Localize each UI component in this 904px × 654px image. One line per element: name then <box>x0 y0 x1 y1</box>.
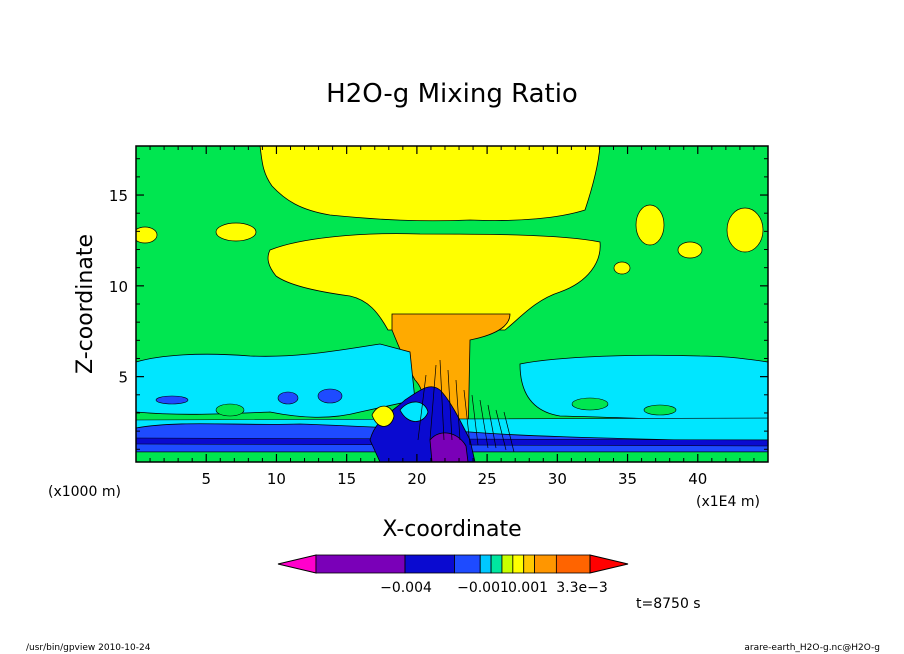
colorbar-high-arrow <box>589 554 629 574</box>
colorbar-segment <box>523 554 536 574</box>
x-axis-label: X-coordinate <box>382 517 521 542</box>
colorbar-tick-label: 0.001 <box>508 580 548 596</box>
convective-yellow <box>371 405 395 427</box>
yellow-blob <box>726 207 764 253</box>
anvil-region <box>267 233 601 331</box>
blue-spot <box>317 388 343 404</box>
green-pocket <box>215 403 245 417</box>
yellow-blob <box>613 261 631 275</box>
x-tick-label: 35 <box>618 470 637 488</box>
y-axis: 5 10 15 <box>109 158 768 450</box>
plot-area <box>136 146 768 462</box>
footer-left: /usr/bin/gpview 2010-10-24 <box>26 643 151 653</box>
colorbar-segment <box>315 554 406 574</box>
y-axis-label: Z-coordinate <box>73 234 98 374</box>
convective-streaks <box>417 359 515 453</box>
colorbar-segment <box>555 554 591 574</box>
x-tick-label: 25 <box>478 470 497 488</box>
y-tick-label: 5 <box>118 369 128 387</box>
colorbar-segment <box>534 554 557 574</box>
x-tick-label: 10 <box>267 470 286 488</box>
cyan-band-left <box>136 343 416 418</box>
colorbar-segment <box>512 554 525 574</box>
green-pocket <box>643 404 677 416</box>
chart-title: H2O-g Mixing Ratio <box>326 79 578 109</box>
upper-moist-band <box>259 146 601 222</box>
footer-right: arare-earth_H2O-g.nc@H2O-g <box>744 643 880 653</box>
colorbar <box>277 554 629 574</box>
blue-spot <box>155 395 189 405</box>
yellow-blob <box>677 241 703 259</box>
x-tick-label: 30 <box>548 470 567 488</box>
colorbar-segment <box>454 554 481 574</box>
colorbar-segment <box>479 554 492 574</box>
colorbar-tick-label: 3.3e−3 <box>556 580 608 596</box>
x-axis: 5 10 15 20 25 30 35 40 <box>149 146 755 488</box>
x-tick-label: 20 <box>407 470 426 488</box>
convective-purple <box>429 432 469 462</box>
y-tick-label: 15 <box>109 187 128 205</box>
x-unit-left: (x1000 m) <box>48 484 121 500</box>
yellow-blob <box>635 204 665 246</box>
colorbar-segment <box>501 554 514 574</box>
green-pocket <box>571 397 609 411</box>
x-tick-label: 5 <box>201 470 211 488</box>
colorbar-segment <box>490 554 503 574</box>
y-tick-label: 10 <box>109 278 128 296</box>
time-label: t=8750 s <box>636 596 701 612</box>
x-unit-right: (x1E4 m) <box>696 494 760 510</box>
yellow-blob <box>215 222 257 242</box>
blue-spot <box>277 391 299 405</box>
x-tick-label: 40 <box>688 470 707 488</box>
colorbar-segment <box>404 554 455 574</box>
colorbar-labels: −0.004 −0.001 0.001 3.3e−3 <box>380 580 608 596</box>
x-tick-label: 15 <box>337 470 356 488</box>
colorbar-tick-label: −0.004 <box>380 580 432 596</box>
colorbar-tick-label: −0.001 <box>457 580 509 596</box>
yellow-blob <box>136 226 158 244</box>
colorbar-low-arrow <box>277 554 317 574</box>
